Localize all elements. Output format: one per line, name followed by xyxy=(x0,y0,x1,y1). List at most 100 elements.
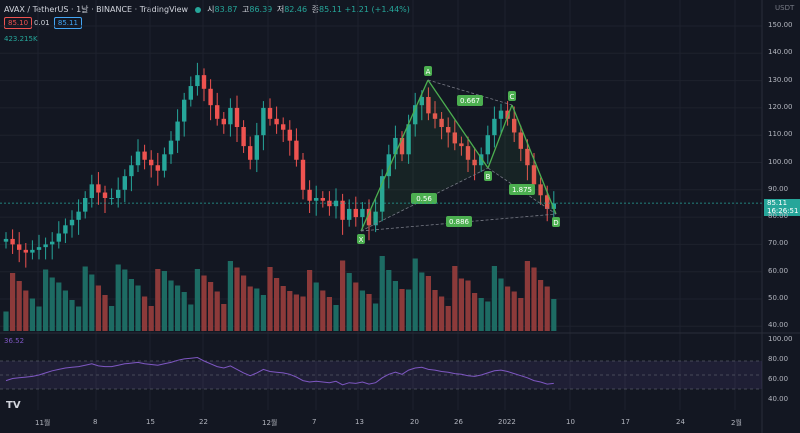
currency-label[interactable]: USDT xyxy=(775,4,795,12)
volume-bar xyxy=(142,296,148,331)
time-axis-label: 2022 xyxy=(498,418,516,426)
candle-body xyxy=(545,195,550,209)
time-axis-label: 17 xyxy=(621,418,630,426)
price-axis-label: 50.00 xyxy=(768,294,789,302)
volume-bar xyxy=(254,288,260,331)
time-axis-label: 7 xyxy=(312,418,317,426)
candle-body xyxy=(492,118,497,136)
pattern-point-label: C xyxy=(510,93,515,101)
volume-bar xyxy=(472,293,478,331)
time-axis-label: 20 xyxy=(410,418,419,426)
candle-body xyxy=(314,197,319,201)
price-axis-label: 120.00 xyxy=(768,102,793,111)
candle-body xyxy=(287,129,292,141)
volume-bar xyxy=(10,273,16,331)
volume-bar xyxy=(95,285,101,331)
candle-body xyxy=(479,154,484,166)
time-axis-label: 26 xyxy=(454,418,463,426)
low-label: 저 xyxy=(276,5,285,14)
volume-bar xyxy=(181,292,187,331)
candle-body xyxy=(386,154,391,177)
volume-bar xyxy=(544,286,550,331)
time-axis-label: 24 xyxy=(676,418,685,426)
candle-body xyxy=(188,86,193,100)
volume-bar xyxy=(23,290,29,331)
volume-bar xyxy=(485,301,491,331)
volume-bar xyxy=(82,266,88,331)
rsi-axis-label: 100.00 xyxy=(768,335,793,343)
change-value: +1.21 (+1.44%) xyxy=(344,5,410,14)
sell-button[interactable]: 85.10 xyxy=(4,17,33,29)
time-axis-label: 10 xyxy=(566,418,575,426)
candle-body xyxy=(413,105,418,125)
volume-bar xyxy=(518,298,524,331)
volume-bar xyxy=(208,282,214,331)
price-axis-label: 140.00 xyxy=(768,48,793,57)
time-axis-label: 8 xyxy=(93,418,98,426)
candle-body xyxy=(248,146,253,160)
candle-body xyxy=(10,238,15,245)
candle-body xyxy=(17,244,22,250)
volume-bar xyxy=(274,278,280,331)
volume-bar xyxy=(128,279,134,331)
candle-body xyxy=(208,88,213,106)
candle-body xyxy=(518,132,523,149)
candle-body xyxy=(538,184,543,196)
pattern-ratio-badge xyxy=(457,95,483,106)
candle-body xyxy=(373,211,378,226)
rsi-legend: 36.52 xyxy=(4,337,25,345)
volume-bar xyxy=(551,299,557,331)
volume-bar xyxy=(267,267,273,331)
pattern-leg xyxy=(427,79,489,169)
candle-body xyxy=(149,159,154,166)
candle-body xyxy=(241,127,246,147)
candle-body xyxy=(36,247,42,250)
candle-body xyxy=(56,233,61,242)
candle-body xyxy=(135,151,141,166)
pattern-ratio-value: 1.875 xyxy=(512,186,532,194)
pattern-leg xyxy=(487,104,513,169)
buy-button[interactable]: 85.11 xyxy=(53,17,82,29)
candle-body xyxy=(215,105,220,119)
candle-body xyxy=(485,135,490,155)
pattern-ratio-badge xyxy=(509,184,535,195)
candle-body xyxy=(360,208,365,218)
volume-bar xyxy=(346,273,352,331)
candle-body xyxy=(96,184,101,193)
pattern-point-marker xyxy=(357,234,365,244)
pattern-point-marker xyxy=(508,91,516,101)
close-value: 85.11 xyxy=(319,5,342,14)
volume-bar xyxy=(201,275,207,331)
volume-bar xyxy=(531,267,537,331)
price-axis-label: 90.00 xyxy=(768,184,789,193)
candle-body xyxy=(465,146,471,160)
volume-bar xyxy=(29,298,35,331)
volume-bar xyxy=(122,269,128,331)
volume-bar xyxy=(155,269,161,331)
candle-body xyxy=(525,148,530,166)
candle-body xyxy=(30,249,35,253)
pattern-point-marker xyxy=(484,171,492,181)
time-axis-label: 2월 xyxy=(731,419,742,427)
candle-body xyxy=(281,124,286,130)
candle-body xyxy=(83,197,88,212)
bar-countdown: 16:26:51 xyxy=(767,207,799,215)
candle-body xyxy=(109,197,114,199)
trade-controls: 85.10 0.01 85.11 xyxy=(4,17,84,29)
volume-bar xyxy=(194,269,200,331)
volume-bar xyxy=(36,306,42,331)
pattern-leg xyxy=(511,104,557,215)
candle-body xyxy=(340,200,345,220)
volume-bar xyxy=(260,295,266,331)
tradingview-logo-icon[interactable]: TV xyxy=(6,400,21,411)
open-label: 시 xyxy=(207,5,215,14)
candle-body xyxy=(254,135,259,160)
volume-bar xyxy=(373,303,379,331)
candle-body xyxy=(162,154,167,171)
pattern-fill-bcd xyxy=(488,105,556,214)
pattern-point-marker xyxy=(552,217,560,227)
pattern-ratio-value: 0.667 xyxy=(460,97,480,105)
candle-body xyxy=(300,159,306,190)
volume-bar xyxy=(62,290,68,331)
